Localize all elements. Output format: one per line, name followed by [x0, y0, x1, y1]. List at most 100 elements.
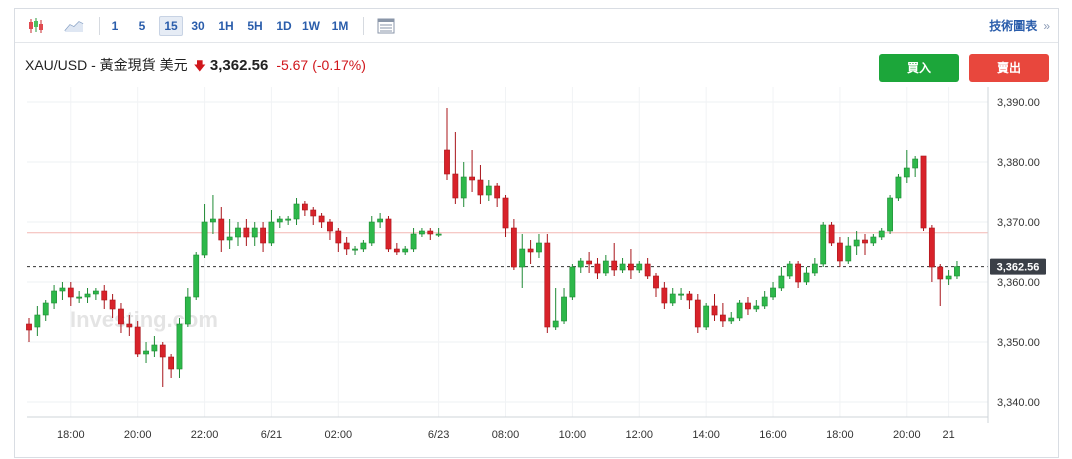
- candle[interactable]: [151, 336, 158, 357]
- candle[interactable]: [109, 294, 116, 318]
- candle[interactable]: [251, 222, 258, 246]
- interval-1w[interactable]: 1W: [302, 19, 320, 33]
- candle[interactable]: [510, 219, 517, 270]
- candle[interactable]: [519, 234, 526, 288]
- interval-30[interactable]: 30: [191, 19, 205, 33]
- candle[interactable]: [435, 228, 442, 237]
- interval-1[interactable]: 1: [111, 19, 119, 33]
- candle[interactable]: [469, 150, 475, 192]
- candle[interactable]: [870, 234, 877, 246]
- candle[interactable]: [602, 255, 609, 276]
- interval-1d[interactable]: 1D: [276, 19, 292, 33]
- candle[interactable]: [703, 303, 710, 330]
- candle[interactable]: [903, 150, 910, 183]
- candle[interactable]: [928, 225, 935, 282]
- candle[interactable]: [820, 222, 827, 267]
- candle[interactable]: [644, 258, 651, 279]
- candle[interactable]: [318, 213, 325, 228]
- candle[interactable]: [385, 216, 392, 252]
- candle[interactable]: [193, 252, 200, 300]
- candle[interactable]: [636, 261, 643, 273]
- candle[interactable]: [276, 216, 283, 228]
- candle[interactable]: [118, 303, 124, 333]
- candle[interactable]: [59, 282, 66, 300]
- area-chart-icon[interactable]: [63, 15, 85, 37]
- candle[interactable]: [393, 243, 400, 255]
- buy-button[interactable]: 買入: [879, 54, 959, 82]
- candle[interactable]: [795, 261, 802, 288]
- candle[interactable]: [84, 288, 91, 303]
- candle[interactable]: [544, 234, 551, 333]
- candle[interactable]: [945, 270, 952, 285]
- candle[interactable]: [736, 300, 743, 321]
- candle[interactable]: [686, 291, 693, 309]
- candle[interactable]: [761, 291, 768, 309]
- candle[interactable]: [561, 288, 567, 324]
- candle[interactable]: [594, 258, 601, 279]
- candle[interactable]: [502, 195, 509, 237]
- candle[interactable]: [343, 237, 350, 255]
- candle[interactable]: [477, 165, 484, 204]
- candle[interactable]: [419, 228, 425, 237]
- candle[interactable]: [168, 354, 175, 378]
- candlestick-chart-icon[interactable]: [25, 15, 47, 37]
- candle[interactable]: [42, 300, 49, 321]
- candle[interactable]: [327, 219, 333, 240]
- candle[interactable]: [878, 228, 885, 240]
- candle[interactable]: [360, 240, 367, 252]
- candle[interactable]: [377, 213, 384, 228]
- interval-5[interactable]: 5: [138, 19, 146, 33]
- candle[interactable]: [887, 195, 893, 234]
- candle[interactable]: [268, 210, 275, 246]
- candle[interactable]: [26, 318, 32, 342]
- candle[interactable]: [728, 312, 735, 324]
- candle[interactable]: [427, 228, 434, 240]
- candle[interactable]: [92, 288, 99, 300]
- candle[interactable]: [243, 219, 250, 246]
- candle[interactable]: [669, 288, 676, 306]
- candle[interactable]: [293, 198, 300, 225]
- candle[interactable]: [184, 288, 191, 327]
- candle[interactable]: [803, 267, 810, 285]
- sell-button[interactable]: 賣出: [969, 54, 1049, 82]
- candle[interactable]: [218, 207, 225, 252]
- candlestick-chart[interactable]: Investing.com 3,340.003,350.003,360.003,…: [15, 9, 1058, 457]
- candle[interactable]: [552, 288, 559, 330]
- candle[interactable]: [226, 219, 233, 249]
- candle[interactable]: [402, 246, 409, 255]
- candle[interactable]: [678, 288, 684, 300]
- table-view-icon[interactable]: [375, 15, 397, 37]
- candle[interactable]: [176, 318, 183, 378]
- candle[interactable]: [485, 180, 492, 201]
- candle[interactable]: [134, 321, 141, 357]
- candle[interactable]: [586, 252, 593, 273]
- interval-1m[interactable]: 1M: [331, 19, 349, 33]
- candle[interactable]: [828, 222, 835, 246]
- candle[interactable]: [770, 282, 776, 300]
- candle[interactable]: [260, 222, 266, 252]
- candle[interactable]: [444, 108, 450, 180]
- candle[interactable]: [210, 195, 216, 234]
- candle[interactable]: [452, 132, 459, 204]
- candle[interactable]: [653, 273, 659, 297]
- candle[interactable]: [837, 237, 843, 267]
- candle[interactable]: [527, 240, 534, 264]
- candle[interactable]: [310, 207, 317, 225]
- candle[interactable]: [719, 303, 726, 327]
- candle[interactable]: [536, 234, 542, 258]
- candle[interactable]: [895, 174, 902, 201]
- interval-5h[interactable]: 5H: [247, 19, 263, 33]
- candle[interactable]: [920, 155, 927, 231]
- interval-1h[interactable]: 1H: [218, 19, 234, 33]
- candle[interactable]: [335, 228, 342, 252]
- candle[interactable]: [753, 300, 760, 312]
- candle[interactable]: [143, 342, 149, 363]
- candle[interactable]: [494, 183, 501, 207]
- candle[interactable]: [853, 231, 860, 255]
- candle[interactable]: [352, 246, 358, 255]
- candle[interactable]: [694, 294, 701, 333]
- candle[interactable]: [619, 258, 626, 273]
- candle[interactable]: [862, 234, 868, 255]
- candle[interactable]: [235, 222, 241, 246]
- candle[interactable]: [460, 162, 467, 207]
